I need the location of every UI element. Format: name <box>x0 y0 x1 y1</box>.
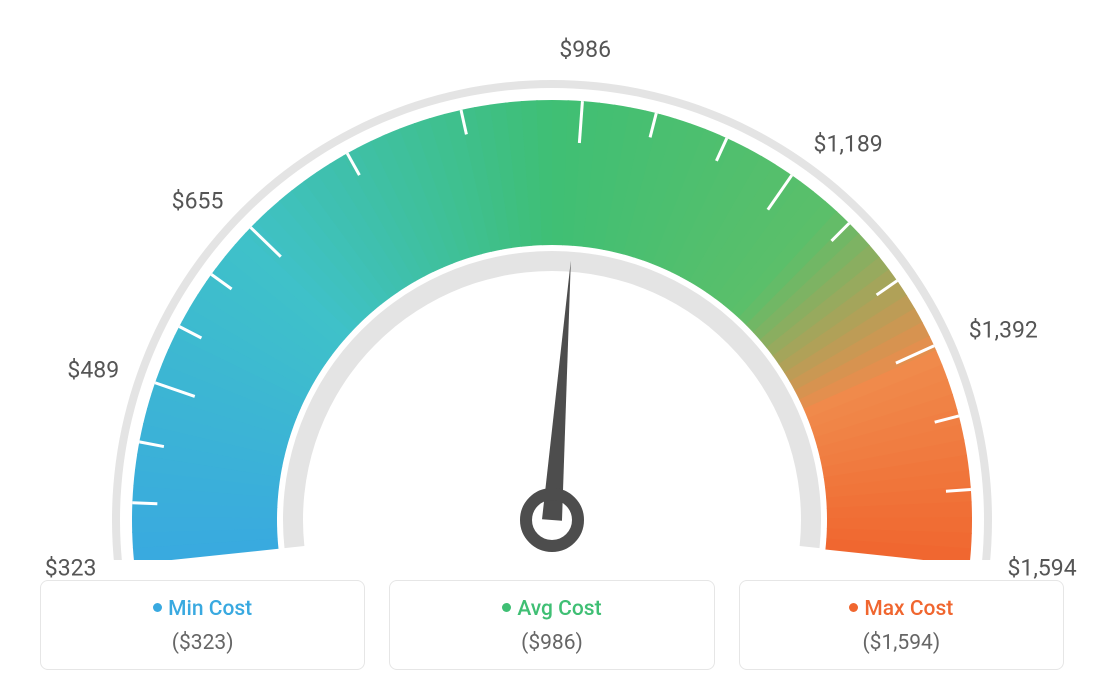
gauge: $323$489$655$986$1,189$1,392$1,594 <box>0 0 1104 560</box>
gauge-tick-label: $1,392 <box>969 316 1038 343</box>
legend-row: Min Cost ($323) Avg Cost ($986) Max Cost… <box>40 580 1064 670</box>
legend-max-dot <box>849 603 858 612</box>
legend-max-label: Max Cost <box>864 597 953 621</box>
gauge-svg <box>0 0 1104 560</box>
gauge-tick-label: $1,189 <box>814 131 883 158</box>
legend-avg: Avg Cost ($986) <box>389 580 714 670</box>
legend-min-label: Min Cost <box>168 597 252 621</box>
legend-min-value: ($323) <box>51 631 354 655</box>
legend-avg-dot <box>502 603 511 612</box>
legend-max: Max Cost ($1,594) <box>739 580 1064 670</box>
legend-min-dot <box>153 603 162 612</box>
legend-avg-value: ($986) <box>400 631 703 655</box>
legend-min: Min Cost ($323) <box>40 580 365 670</box>
legend-avg-title: Avg Cost <box>400 597 703 621</box>
legend-max-value: ($1,594) <box>750 631 1053 655</box>
gauge-tick-label: $986 <box>559 36 611 63</box>
gauge-tick-label: $655 <box>172 187 224 214</box>
legend-avg-label: Avg Cost <box>517 597 601 621</box>
chart-container: $323 $489 $655 $986 $1,189 $1,392 $1,594 Min C… <box>0 0 1104 690</box>
gauge-tick-label: $323 <box>45 554 97 581</box>
gauge-tick-label: $489 <box>67 357 119 384</box>
legend-min-title: Min Cost <box>51 597 354 621</box>
gauge-tick-label: $1,594 <box>1007 554 1076 581</box>
legend-max-title: Max Cost <box>750 597 1053 621</box>
